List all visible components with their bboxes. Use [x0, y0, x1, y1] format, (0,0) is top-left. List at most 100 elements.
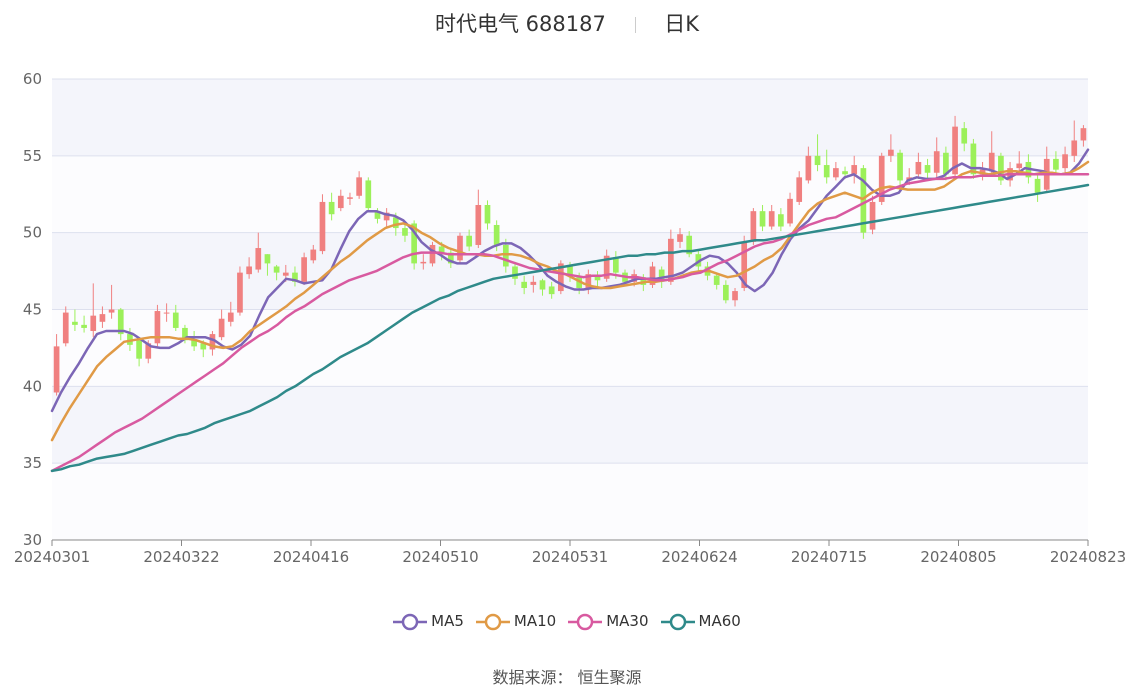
source-name: 恒生聚源: [577, 668, 642, 687]
candle-body: [961, 128, 968, 144]
candle-body: [337, 195, 344, 209]
candle-body: [612, 257, 619, 273]
candle-body: [833, 168, 839, 178]
period-label: 日K: [664, 12, 699, 36]
candle-body: [145, 343, 152, 359]
candle-body: [585, 274, 592, 290]
candle-body: [823, 165, 830, 178]
candle-body: [484, 205, 491, 224]
legend-marker-icon: [475, 613, 510, 630]
candle-body: [99, 314, 106, 322]
candle-body: [759, 211, 766, 227]
candle-body: [292, 272, 298, 282]
candle-body: [897, 152, 903, 181]
series-line-ma60: [50, 183, 1090, 473]
x-tick-label: 20240416: [273, 548, 349, 566]
candle-body: [429, 244, 436, 264]
x-tick-label: 20240624: [661, 548, 737, 566]
candle-body: [411, 223, 417, 264]
y-tick-label: 45: [23, 301, 42, 319]
candle-body: [1053, 158, 1059, 170]
legend-label: MA30: [606, 612, 649, 631]
candle-body: [594, 275, 601, 281]
candle-body: [420, 261, 427, 264]
legend-item-ma5[interactable]: MA5: [393, 612, 464, 631]
candle-body: [933, 151, 940, 173]
candle-body: [191, 340, 197, 347]
candle-body: [888, 149, 894, 156]
candle-body: [282, 272, 289, 276]
candle-body: [136, 340, 142, 359]
candle-body: [539, 280, 546, 290]
legend-marker-icon: [660, 613, 695, 630]
candle-body: [695, 254, 702, 267]
candle-body: [154, 311, 161, 344]
candle-body: [200, 343, 207, 350]
candle-body: [81, 324, 87, 328]
candle-body: [842, 171, 848, 175]
candle-body: [512, 266, 518, 279]
series-line-ma10: [50, 160, 1090, 442]
candle-body: [557, 263, 564, 292]
candle-body: [741, 241, 748, 288]
legend-marker-icon: [393, 613, 428, 630]
candle-body: [970, 143, 977, 175]
candle-body: [347, 197, 353, 199]
candle-body: [658, 269, 665, 282]
y-tick-label: 30: [23, 531, 42, 549]
candle-body: [521, 281, 528, 288]
candle-body: [209, 334, 216, 350]
candle-body: [869, 201, 876, 230]
legend-item-ma60[interactable]: MA60: [660, 612, 741, 631]
candle-body: [851, 165, 858, 175]
source-label: 数据来源：: [492, 668, 573, 687]
x-tick-label: 20240715: [791, 548, 867, 566]
legend: MA5 MA10 MA30 MA60: [0, 612, 1134, 631]
candle-body: [502, 244, 509, 267]
candle-body: [548, 286, 555, 295]
candle-body: [787, 198, 793, 224]
candle-body: [649, 266, 656, 285]
candle-body: [319, 201, 326, 252]
y-tick-label: 40: [23, 377, 42, 395]
candle-body: [108, 309, 115, 313]
candle-body: [374, 211, 381, 219]
x-tick-label: 20240805: [920, 548, 996, 566]
candle-body: [805, 155, 812, 181]
candle-body: [778, 214, 784, 227]
x-tick-label: 20240301: [14, 548, 90, 566]
y-tick-label: 60: [23, 70, 42, 88]
y-tick-label: 35: [23, 454, 42, 472]
candle-body: [310, 249, 317, 261]
candle-body: [796, 177, 803, 202]
candle-body: [237, 272, 243, 313]
candle-body: [182, 327, 188, 341]
candle-body: [686, 235, 693, 255]
y-tick-label: 55: [23, 147, 42, 165]
candle-body: [943, 152, 949, 175]
legend-item-ma10[interactable]: MA10: [475, 612, 556, 631]
candle-body: [768, 211, 775, 227]
candle-body: [814, 155, 821, 166]
candle-body: [713, 275, 720, 285]
candle-body: [475, 205, 482, 245]
plot-band: [52, 386, 1088, 464]
candle-body: [998, 155, 1004, 181]
legend-label: MA60: [698, 612, 741, 631]
candle-body: [365, 180, 372, 209]
candle-body: [301, 257, 307, 282]
candle-body: [860, 168, 867, 233]
candle-body: [328, 201, 335, 215]
candle-body: [127, 334, 133, 345]
candle-body: [53, 346, 60, 393]
candle-body: [255, 248, 262, 270]
candle-body: [117, 309, 124, 335]
candle-body: [530, 281, 537, 285]
x-tick-label: 20240322: [143, 548, 219, 566]
candle-body: [915, 161, 922, 175]
candle-body: [62, 312, 69, 344]
x-tick-label: 20240823: [1050, 548, 1126, 566]
legend-item-ma30[interactable]: MA30: [568, 612, 649, 631]
candle-body: [438, 246, 445, 255]
candle-body: [1016, 163, 1023, 169]
